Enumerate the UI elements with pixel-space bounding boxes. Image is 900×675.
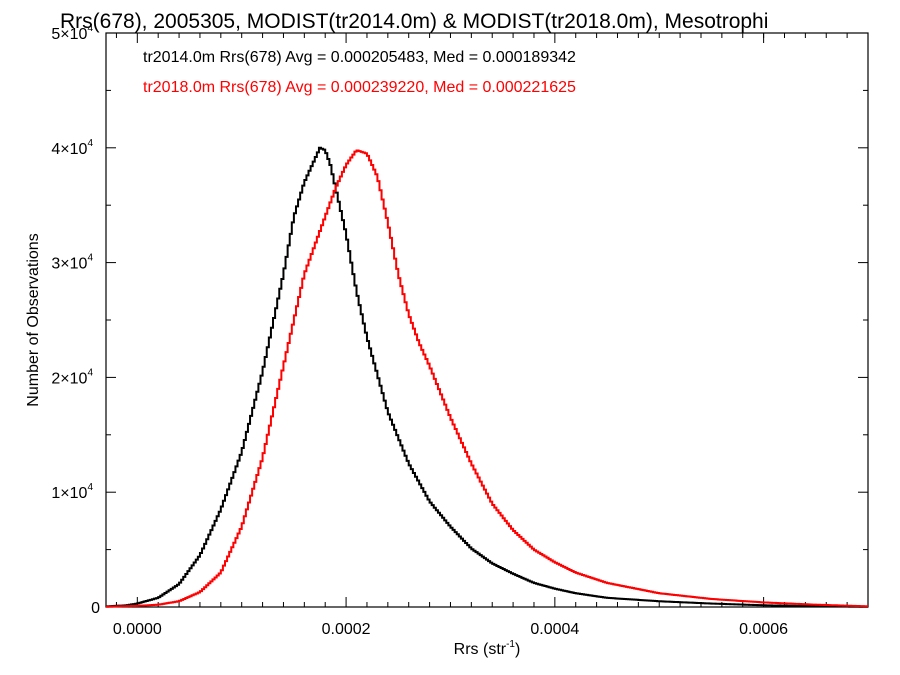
- legend-entry-series-2: tr2018.0m Rrs(678) Avg = 0.000239220, Me…: [143, 79, 576, 96]
- x-axis-label-main: Rrs (str: [454, 641, 507, 658]
- legend-entry-series-1: tr2014.0m Rrs(678) Avg = 0.000205483, Me…: [143, 49, 576, 66]
- series-line-1: [106, 146, 868, 608]
- x-tick-label-1: 0.0002: [322, 621, 371, 638]
- y-tick-label-0: 0: [91, 600, 100, 617]
- plot-frame: [105, 32, 869, 608]
- series-lines: [106, 146, 868, 608]
- series-line-2: [106, 149, 868, 608]
- y-tick-label-1: 1×104: [51, 482, 93, 502]
- x-axis-label-sup: -1: [506, 639, 515, 650]
- y-tick-label-5: 5×104: [51, 23, 93, 43]
- y-tick-label-4: 4×104: [51, 138, 93, 158]
- x-tick-label-0: 0.0000: [113, 621, 162, 638]
- y-axis-label: Number of Observations: [25, 233, 42, 406]
- x-axis-label-suffix: ): [515, 641, 520, 658]
- x-tick-label-2: 0.0004: [530, 621, 579, 638]
- y-tick-label-3: 3×104: [51, 253, 93, 273]
- x-tick-label-3: 0.0006: [739, 621, 788, 638]
- x-axis-label: Rrs (str-1): [454, 639, 521, 658]
- y-tick-label-2: 2×104: [51, 367, 93, 387]
- chart-title: Rrs(678), 2005305, MODIST(tr2014.0m) & M…: [60, 10, 768, 33]
- axis-ticks: 0.0000 0.0002 0.0004 0.0006 0 1×104 2×104 3×104…: [51, 23, 868, 638]
